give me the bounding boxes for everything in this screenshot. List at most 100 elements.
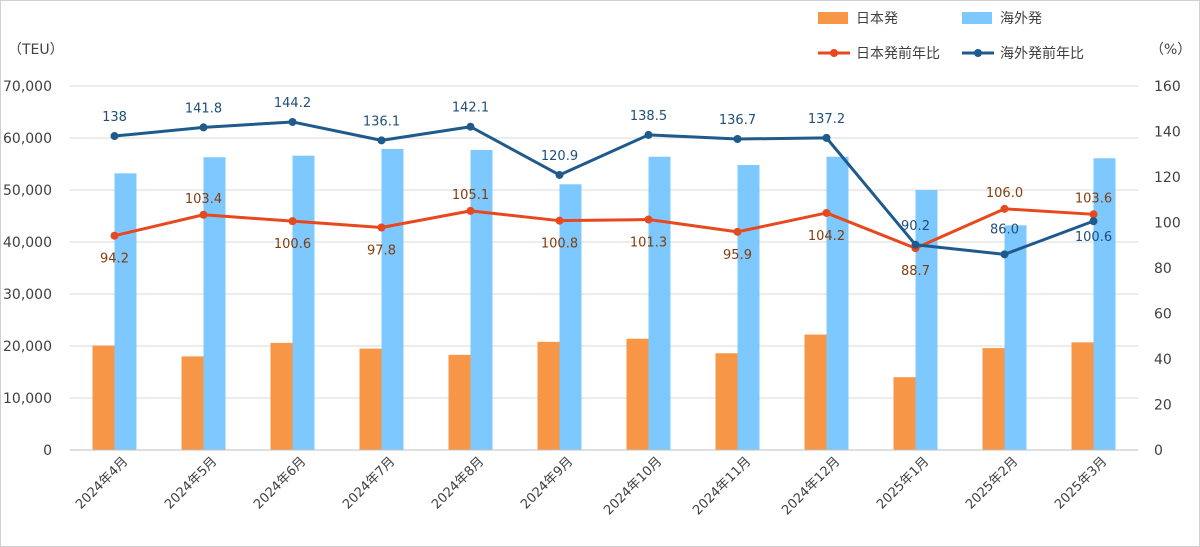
point-overseas-yoy [466,122,475,131]
bar-overseas [1004,225,1027,450]
right-tick-label: 160 [1154,79,1181,95]
bar-japan [804,334,827,450]
point-overseas-yoy [555,170,564,179]
x-tick-label: 2025年3月 [1052,454,1110,512]
bar-overseas [381,148,404,451]
x-tick-label: 2024年12月 [779,454,843,518]
x-tick-label: 2024年6月 [251,454,309,512]
bar-overseas [737,165,760,451]
x-tick-label: 2024年8月 [429,454,487,512]
bar-japan [982,348,1005,450]
bar-overseas [826,156,849,450]
point-japan-yoy [733,227,742,236]
label-overseas-yoy: 100.6 [1075,230,1112,245]
label-overseas-yoy: 142.1 [452,101,489,116]
line-japan-yoy [114,207,1094,250]
bar-overseas [203,157,226,451]
point-japan-yoy [110,231,119,240]
label-japan-yoy: 105.1 [452,188,489,203]
x-tick-label: 2025年1月 [874,454,932,512]
point-japan-yoy [555,216,564,225]
point-japan-yoy [288,217,297,226]
label-japan-yoy: 106.0 [986,186,1023,201]
bar-japan [537,341,560,450]
label-japan-yoy: 100.8 [541,237,578,252]
label-overseas-yoy: 137.2 [808,112,845,127]
label-overseas-yoy: 136.7 [719,113,756,128]
right-tick-label: 20 [1154,398,1172,414]
bar-japan [715,353,738,450]
point-overseas-yoy [1000,250,1009,259]
left-tick-label: 50,000 [3,183,52,199]
bar-japan [626,338,649,450]
x-tick-label: 2024年10月 [601,454,665,518]
legend-label: 日本発前年比 [856,45,940,62]
bar-overseas [114,173,137,451]
label-japan-yoy: 104.2 [808,229,845,244]
left-tick-label: 70,000 [3,79,52,95]
right-tick-label: 100 [1154,216,1181,232]
point-overseas-yoy [1089,217,1098,226]
label-overseas-yoy: 136.1 [363,114,400,129]
point-japan-yoy [466,206,475,215]
point-japan-yoy [1000,204,1009,213]
point-overseas-yoy [377,136,386,145]
legend-swatch [962,12,992,24]
point-japan-yoy [822,208,831,217]
x-tick-label: 2024年9月 [518,454,576,512]
left-tick-label: 60,000 [3,131,52,147]
point-overseas-yoy [288,117,297,126]
left-tick-label: 0 [43,443,52,459]
bar-japan [893,377,916,450]
label-japan-yoy: 103.6 [1075,191,1112,206]
right-tick-label: 140 [1154,125,1181,141]
label-overseas-yoy: 86.0 [990,222,1019,237]
bar-overseas [1093,158,1116,450]
left-tick-label: 40,000 [3,235,52,251]
point-japan-yoy [644,215,653,224]
legend-label: 海外発 [1000,11,1042,27]
x-tick-label: 2024年5月 [162,454,220,512]
label-japan-yoy: 94.2 [100,252,129,267]
bar-japan [181,356,204,450]
point-overseas-yoy [110,132,119,141]
gridlines [70,85,1138,399]
legend-swatch [818,12,848,24]
point-overseas-yoy [199,123,208,132]
label-overseas-yoy: 141.8 [185,101,222,116]
label-japan-yoy: 95.9 [723,248,752,263]
legend-label: 海外発前年比 [1000,45,1084,62]
label-overseas-yoy: 138.5 [630,109,667,124]
point-japan-yoy [199,210,208,219]
lines [110,117,1098,259]
label-overseas-yoy: 144.2 [274,96,311,111]
x-tick-label: 2024年11月 [690,454,754,518]
bar-overseas [292,155,315,450]
x-tick-label: 2024年7月 [340,454,398,512]
label-overseas-yoy: 90.2 [901,219,930,234]
point-overseas-yoy [911,240,920,249]
point-overseas-yoy [733,135,742,144]
data-labels: 94.2 103.4 100.6 97.8 105.1 100.8 101.3 95.9 104… [100,96,1112,279]
bar-overseas [559,184,582,450]
right-tick-label: 120 [1154,170,1181,186]
bar-japan [92,345,115,450]
point-japan-yoy [1089,210,1098,219]
bar-japan [359,348,382,450]
bar-overseas [648,156,671,450]
left-axis-title: （TEU） [8,42,64,58]
right-tick-label: 0 [1154,443,1163,459]
legend-label: 日本発 [856,11,898,27]
bar-japan [448,354,471,450]
label-japan-yoy: 100.6 [274,237,311,252]
point-overseas-yoy [644,130,653,139]
point-japan-yoy [377,223,386,232]
right-tick-label: 80 [1154,261,1172,277]
right-tick-label: 40 [1154,352,1172,368]
line-overseas-yoy [114,120,1095,256]
legend-marker [830,49,838,57]
bars [92,148,1116,451]
